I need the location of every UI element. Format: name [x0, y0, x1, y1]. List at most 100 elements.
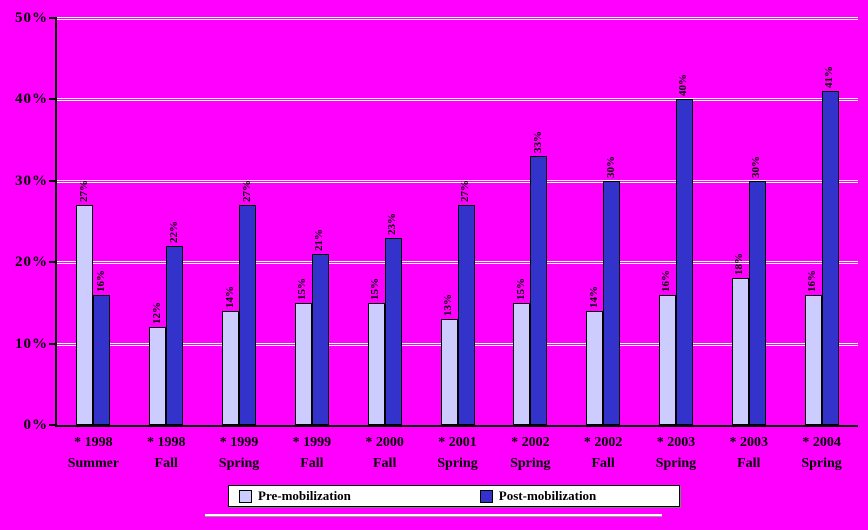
- x-axis-line: [55, 425, 858, 427]
- x-axis-category-line: Spring: [655, 456, 697, 471]
- bar-post-mobilization: [93, 294, 111, 425]
- y-axis-label: 40%: [15, 91, 48, 108]
- y-axis-label: 10%: [15, 335, 48, 352]
- x-axis-category-line: Fall: [300, 456, 324, 471]
- x-axis-category-line: Spring: [437, 456, 478, 471]
- x-axis-category-label: * 1999 Fall: [275, 432, 348, 474]
- x-axis-category-line: * 2001: [438, 435, 477, 450]
- x-axis-category-label: * 2003 Spring: [640, 432, 713, 474]
- bar-value-label: 22%: [167, 220, 180, 243]
- bar-value-label: 23%: [386, 212, 399, 235]
- x-axis-category-line: * 1999: [292, 435, 332, 450]
- bar-post-mobilization: [821, 91, 839, 425]
- bar-value-label: 16%: [94, 269, 107, 292]
- gridline: [57, 17, 858, 20]
- bar-pre-mobilization: [731, 278, 749, 425]
- bar-pre-mobilization: [294, 302, 312, 425]
- bar-post-mobilization: [603, 180, 621, 425]
- x-axis-category-line: Spring: [218, 456, 260, 471]
- gridline: [57, 98, 858, 102]
- x-axis-category-label: * 1999 Spring: [203, 432, 276, 474]
- bottom-divider: [205, 514, 662, 516]
- y-axis-label: 20%: [15, 254, 48, 271]
- bar-value-label: 21%: [313, 229, 326, 252]
- x-axis-category-line: * 2002: [583, 435, 623, 450]
- x-axis-category-label: * 2000 Fall: [348, 432, 421, 474]
- x-axis-category-label: * 2004 Spring: [785, 432, 858, 474]
- y-axis-tick: [49, 342, 57, 345]
- y-axis-label: 30%: [15, 172, 48, 189]
- x-axis-category-line: * 2002: [511, 435, 550, 450]
- x-axis-category-line: * 1998: [74, 435, 113, 450]
- bar-value-label: 14%: [587, 286, 600, 309]
- x-axis-category-label: * 2001 Spring: [421, 432, 494, 474]
- x-axis-category-line: Fall: [373, 456, 397, 471]
- x-axis-category-line: Spring: [801, 456, 842, 471]
- y-axis-tick: [49, 179, 57, 182]
- bar-value-label: 14%: [223, 286, 236, 309]
- x-axis-category-line: * 1999: [219, 435, 259, 450]
- x-axis-category-line: * 1998: [146, 435, 186, 450]
- x-axis-category-line: Summer: [67, 456, 120, 471]
- bar-value-label: 15%: [296, 277, 309, 300]
- bar-post-mobilization: [457, 205, 475, 425]
- x-axis-category-line: Fall: [737, 456, 761, 471]
- y-axis-tick: [49, 17, 57, 19]
- x-axis-category-label: * 2002 Spring: [494, 432, 567, 474]
- bar-post-mobilization: [311, 254, 329, 425]
- x-axis-category-label: * 1998 Summer: [57, 432, 130, 474]
- x-axis-category-line: * 2003: [656, 435, 696, 450]
- bar-pre-mobilization: [586, 311, 604, 425]
- legend-entry-post-mobilization: Post-mobilization: [479, 488, 597, 504]
- legend-label-pre-mobilization: Pre-mobilization: [258, 488, 351, 503]
- bar-pre-mobilization: [804, 294, 822, 425]
- bar-post-mobilization: [748, 180, 766, 425]
- bar-value-label: 33%: [531, 131, 544, 154]
- x-axis-category-line: Fall: [154, 456, 178, 471]
- y-axis-tick: [49, 98, 57, 101]
- bar-value-label: 16%: [660, 269, 673, 292]
- bar-value-label: 18%: [733, 253, 746, 276]
- legend-label-post-mobilization: Post-mobilization: [498, 488, 597, 503]
- x-axis-category-line: * 2004: [802, 435, 841, 450]
- bar-value-label: 40%: [677, 74, 690, 97]
- legend: Pre-mobilization Post-mobilization: [228, 485, 680, 507]
- x-axis-category-line: * 2003: [729, 435, 769, 450]
- y-axis-tick: [49, 261, 57, 264]
- legend-entry-pre-mobilization: Pre-mobilization: [239, 488, 480, 504]
- x-axis-category-label: * 2002 Fall: [567, 432, 640, 474]
- x-axis-category-label: * 2003 Fall: [712, 432, 785, 474]
- x-axis-category-line: Spring: [510, 456, 551, 471]
- bar-value-label: 27%: [77, 180, 90, 203]
- gridline: [57, 179, 858, 183]
- legend-swatch-pre-mobilization: [239, 489, 252, 503]
- bar-value-label: 15%: [514, 277, 527, 300]
- bar-pre-mobilization: [367, 302, 385, 425]
- y-axis-tick: [49, 424, 57, 426]
- bar-pre-mobilization: [440, 319, 458, 425]
- x-axis-category-label: * 1998 Fall: [130, 432, 203, 474]
- x-axis-category-line: * 2000: [365, 435, 404, 450]
- bar-pre-mobilization: [149, 327, 167, 425]
- bar-post-mobilization: [530, 156, 548, 425]
- y-axis-line: [55, 18, 57, 427]
- bar-value-label: 15%: [369, 277, 382, 300]
- legend-swatch-post-mobilization: [479, 489, 493, 503]
- y-axis-label: 0%: [23, 417, 48, 433]
- bar-pre-mobilization: [513, 302, 531, 425]
- bar-pre-mobilization: [222, 311, 240, 425]
- bar-post-mobilization: [384, 237, 402, 425]
- bar-value-label: 30%: [750, 155, 763, 178]
- bar-value-label: 16%: [806, 269, 819, 292]
- bar-value-label: 41%: [823, 66, 836, 89]
- bar-pre-mobilization: [658, 294, 676, 425]
- bar-value-label: 30%: [604, 155, 617, 178]
- bar-pre-mobilization: [76, 205, 94, 425]
- y-axis-label: 50%: [15, 10, 48, 26]
- bar-value-label: 12%: [150, 302, 163, 325]
- bar-value-label: 13%: [442, 294, 454, 317]
- bar-post-mobilization: [166, 245, 184, 425]
- bar-value-label: 27%: [459, 180, 471, 203]
- bar-post-mobilization: [675, 99, 693, 425]
